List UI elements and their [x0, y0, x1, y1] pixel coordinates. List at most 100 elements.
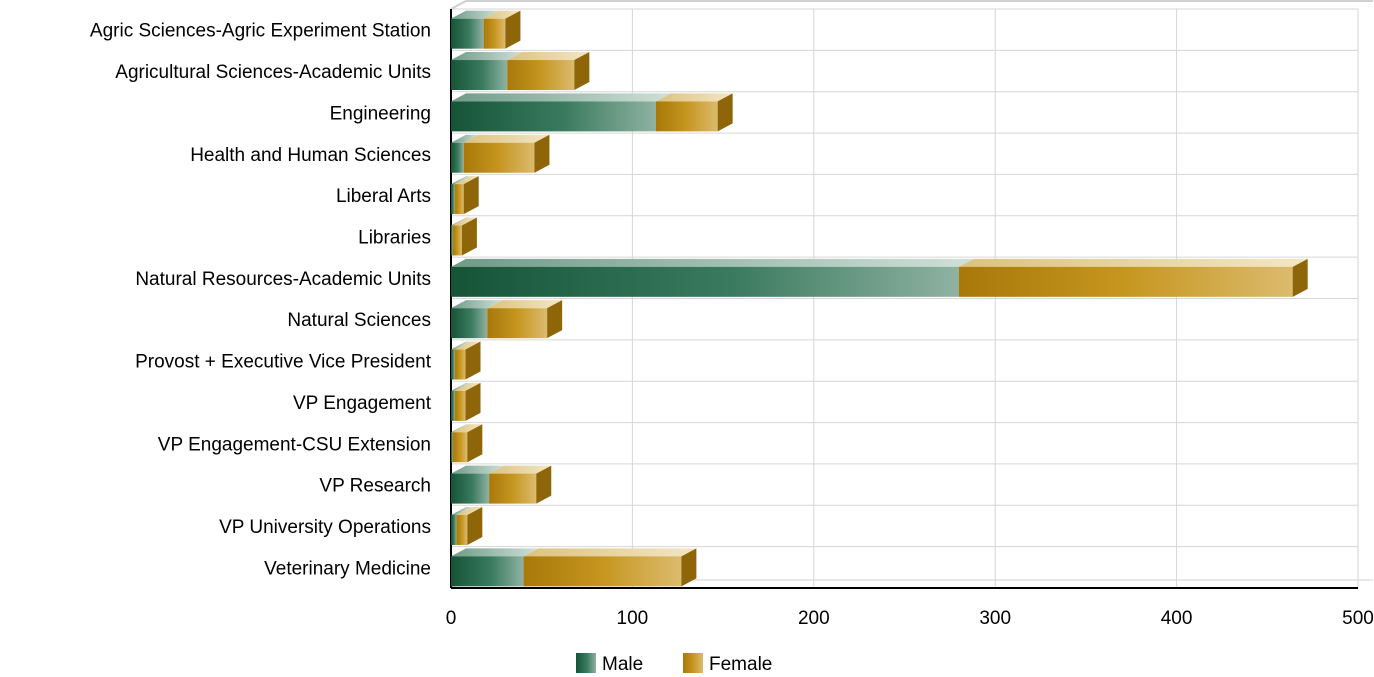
- bar-female-1-side-face: [574, 52, 590, 91]
- category-label: Agric Sciences-Agric Experiment Station: [90, 21, 431, 42]
- x-tick-label: 400: [1161, 608, 1193, 629]
- bar-female-5-top-face: [452, 217, 477, 226]
- bar-female-3-top-face: [463, 134, 550, 143]
- bar-male-4: [451, 184, 455, 215]
- bar-female-10: [452, 432, 468, 463]
- bar-female-8-top-face: [454, 341, 481, 350]
- bars-layer: [451, 10, 1308, 587]
- bar-male-3: [451, 142, 464, 173]
- legend-swatch-female: [683, 653, 703, 673]
- bar-female-11-top-face: [489, 465, 552, 474]
- bar-male-9: [451, 390, 455, 421]
- category-label: VP Engagement: [293, 393, 432, 414]
- bar-male-13: [451, 556, 524, 587]
- bar-female-3: [463, 142, 535, 173]
- bar-male-8: [451, 349, 455, 380]
- bar-male-3-top-face: [451, 134, 479, 143]
- bar-female-10-top-face: [452, 424, 483, 433]
- bar-male-1: [451, 60, 508, 91]
- x-tick-label: 200: [798, 608, 830, 629]
- bar-female-13-top-face: [523, 548, 697, 557]
- bar-male-6: [451, 266, 959, 297]
- category-label: VP University Operations: [219, 517, 431, 538]
- bar-female-13: [523, 556, 682, 587]
- x-tick-label: 500: [1342, 608, 1374, 629]
- bar-female-2-side-face: [717, 93, 733, 132]
- bar-female-3-side-face: [534, 134, 550, 173]
- category-label: Veterinary Medicine: [264, 558, 431, 579]
- category-label: Liberal Arts: [336, 186, 431, 207]
- bar-female-7-top-face: [487, 300, 563, 309]
- bar-female-11-side-face: [536, 465, 552, 504]
- x-axis-tick-labels: 0 100 200 300 400 500: [446, 608, 1374, 629]
- legend: Male Female: [576, 653, 772, 675]
- bar-female-4: [454, 184, 464, 215]
- bar-female-7: [487, 308, 548, 339]
- bar-female-0-top-face: [483, 10, 521, 19]
- category-label: VP Engagement-CSU Extension: [158, 434, 431, 455]
- bar-male-12: [451, 514, 457, 545]
- bar-female-12-top-face: [456, 506, 483, 515]
- legend-label-female: Female: [709, 654, 772, 675]
- bar-male-7-top-face: [451, 300, 503, 309]
- bar-female-7-side-face: [547, 300, 563, 339]
- bar-female-5-side-face: [461, 217, 477, 256]
- plot-top-edge: [450, 0, 1373, 10]
- bar-female-8-side-face: [465, 341, 481, 380]
- bar-female-6: [958, 266, 1293, 297]
- bar-male-5: [451, 225, 453, 256]
- category-label: Natural Resources-Academic Units: [135, 269, 431, 290]
- bar-male-11-top-face: [451, 465, 505, 474]
- bar-female-6-top-face: [958, 258, 1308, 267]
- bar-male-0-top-face: [451, 10, 499, 19]
- bar-female-1: [507, 60, 575, 91]
- bar-female-12: [456, 514, 468, 545]
- bar-female-2: [655, 101, 718, 132]
- bar-male-11: [451, 473, 490, 504]
- bar-female-5: [452, 225, 462, 256]
- category-label: Natural Sciences: [287, 310, 431, 331]
- category-label: Libraries: [358, 227, 431, 248]
- bar-female-2-top-face: [655, 93, 733, 102]
- bar-female-1-top-face: [507, 52, 590, 61]
- grid-layer: [450, 0, 1373, 589]
- bar-male-10-top-face: [451, 424, 468, 433]
- bar-male-13-top-face: [451, 548, 539, 557]
- bar-female-0: [483, 18, 506, 49]
- bar-male-4-top-face: [451, 176, 470, 185]
- category-label: Engineering: [330, 103, 431, 124]
- bar-male-12-top-face: [451, 506, 472, 515]
- bar-female-11: [489, 473, 537, 504]
- bar-male-9-top-face: [451, 382, 470, 391]
- x-tick-label: 0: [446, 608, 457, 629]
- legend-label-male: Male: [602, 654, 643, 675]
- bar-female-0-side-face: [505, 10, 521, 49]
- bar-male-10: [451, 432, 453, 463]
- bar-male-1-top-face: [451, 52, 523, 61]
- bar-female-4-side-face: [463, 176, 479, 215]
- bar-female-9-top-face: [454, 382, 481, 391]
- x-tick-label: 300: [979, 608, 1011, 629]
- category-label: Health and Human Sciences: [190, 145, 431, 166]
- bar-male-2-top-face: [451, 93, 671, 102]
- bar-female-6-side-face: [1292, 258, 1308, 297]
- bar-female-9: [454, 390, 466, 421]
- bar-male-0: [451, 18, 484, 49]
- x-tick-label: 100: [617, 608, 649, 629]
- bar-female-4-top-face: [454, 176, 479, 185]
- bar-female-9-side-face: [465, 382, 481, 421]
- category-label: Agricultural Sciences-Academic Units: [115, 62, 431, 83]
- category-label: Provost + Executive Vice President: [135, 352, 432, 373]
- category-labels: Agric Sciences-Agric Experiment Station A…: [90, 21, 432, 580]
- bar-female-10-side-face: [467, 424, 483, 463]
- bar-male-8-top-face: [451, 341, 470, 350]
- bar-male-5-top-face: [451, 217, 468, 226]
- bar-female-8: [454, 349, 466, 380]
- bar-male-2: [451, 101, 656, 132]
- bar-female-12-side-face: [467, 506, 483, 545]
- bar-male-7: [451, 308, 488, 339]
- legend-swatch-male: [576, 653, 596, 673]
- bar-female-13-side-face: [681, 548, 697, 587]
- category-label: VP Research: [319, 476, 431, 497]
